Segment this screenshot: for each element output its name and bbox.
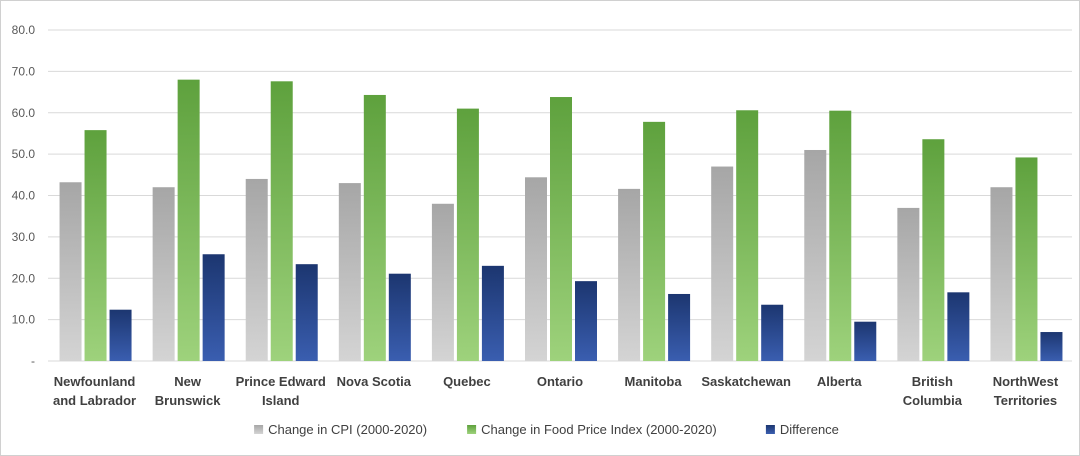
bar-2-8 [854,321,877,361]
bar-1-8 [829,110,852,362]
bar-2-3 [388,273,411,361]
bars [59,79,1063,362]
x-category-label: Prince Edward Island [236,374,326,408]
legend-swatch-1 [467,425,477,434]
y-tick-label: - [31,354,35,368]
bar-1-9 [922,139,945,361]
bar-1-2 [270,81,293,362]
bar-0-0 [59,182,82,361]
x-category-label: Saskatchewan [701,374,791,389]
legend-swatch-0 [254,425,264,434]
x-category-label: Nova Scotia [337,374,412,389]
x-category-label: British Columbia [903,374,963,408]
bar-1-5 [550,97,572,361]
legend-label-0: Change in CPI (2000-2020) [268,422,427,437]
y-tick-label: 10.0 [12,313,36,327]
bar-0-4 [431,203,454,361]
y-tick-label: 30.0 [12,230,36,244]
bar-0-3 [338,183,361,361]
y-tick-label: 80.0 [12,23,36,37]
bar-1-10 [1015,157,1038,361]
bar-0-7 [711,166,734,361]
x-category-label: NorthWest Territories [993,374,1059,408]
x-axis-category-labels: Newfounland and Labrador New Brunswick Princ… [53,374,1059,408]
bar-0-2 [245,178,268,361]
x-category-label: Alberta [817,374,863,389]
x-category-label: Manitoba [625,374,683,389]
bar-2-2 [295,264,318,361]
bar-2-1 [202,254,225,361]
legend: Change in CPI (2000-2020) Change in Food … [254,422,839,437]
y-tick-label: 70.0 [12,64,36,78]
y-axis-tick-labels: - 10.0 20.0 30.0 40.0 50.0 60.0 70.0 80.0 [12,23,36,368]
bar-0-10 [990,187,1013,361]
legend-swatch-2 [765,425,775,434]
x-category-label: Ontario [537,374,583,389]
y-tick-label: 50.0 [12,147,36,161]
bar-2-7 [761,304,784,361]
legend-label-2: Difference [780,422,839,437]
bar-0-9 [897,207,920,361]
y-tick-label: 60.0 [12,106,36,120]
bar-0-1 [152,187,175,361]
bar-1-6 [643,121,666,361]
x-category-label: Quebec [443,374,491,389]
y-tick-label: 20.0 [12,271,36,285]
y-tick-label: 40.0 [12,189,36,203]
x-category-label: Newfounland and Labrador [53,374,136,408]
bar-1-4 [456,108,479,361]
bar-1-0 [84,130,107,361]
bar-0-5 [525,177,547,361]
bar-2-6 [668,293,691,361]
x-category-label: New Brunswick [155,374,222,408]
bar-2-4 [481,265,504,361]
legend-label-1: Change in Food Price Index (2000-2020) [481,422,717,437]
bar-2-10 [1040,332,1063,361]
bar-2-9 [947,292,970,361]
bar-1-3 [363,94,386,362]
bar-0-6 [618,188,641,361]
bar-1-7 [736,110,759,361]
bar-2-0 [109,309,132,361]
bar-0-8 [804,149,827,361]
bar-1-1 [177,79,200,362]
bar-2-5 [575,281,597,361]
